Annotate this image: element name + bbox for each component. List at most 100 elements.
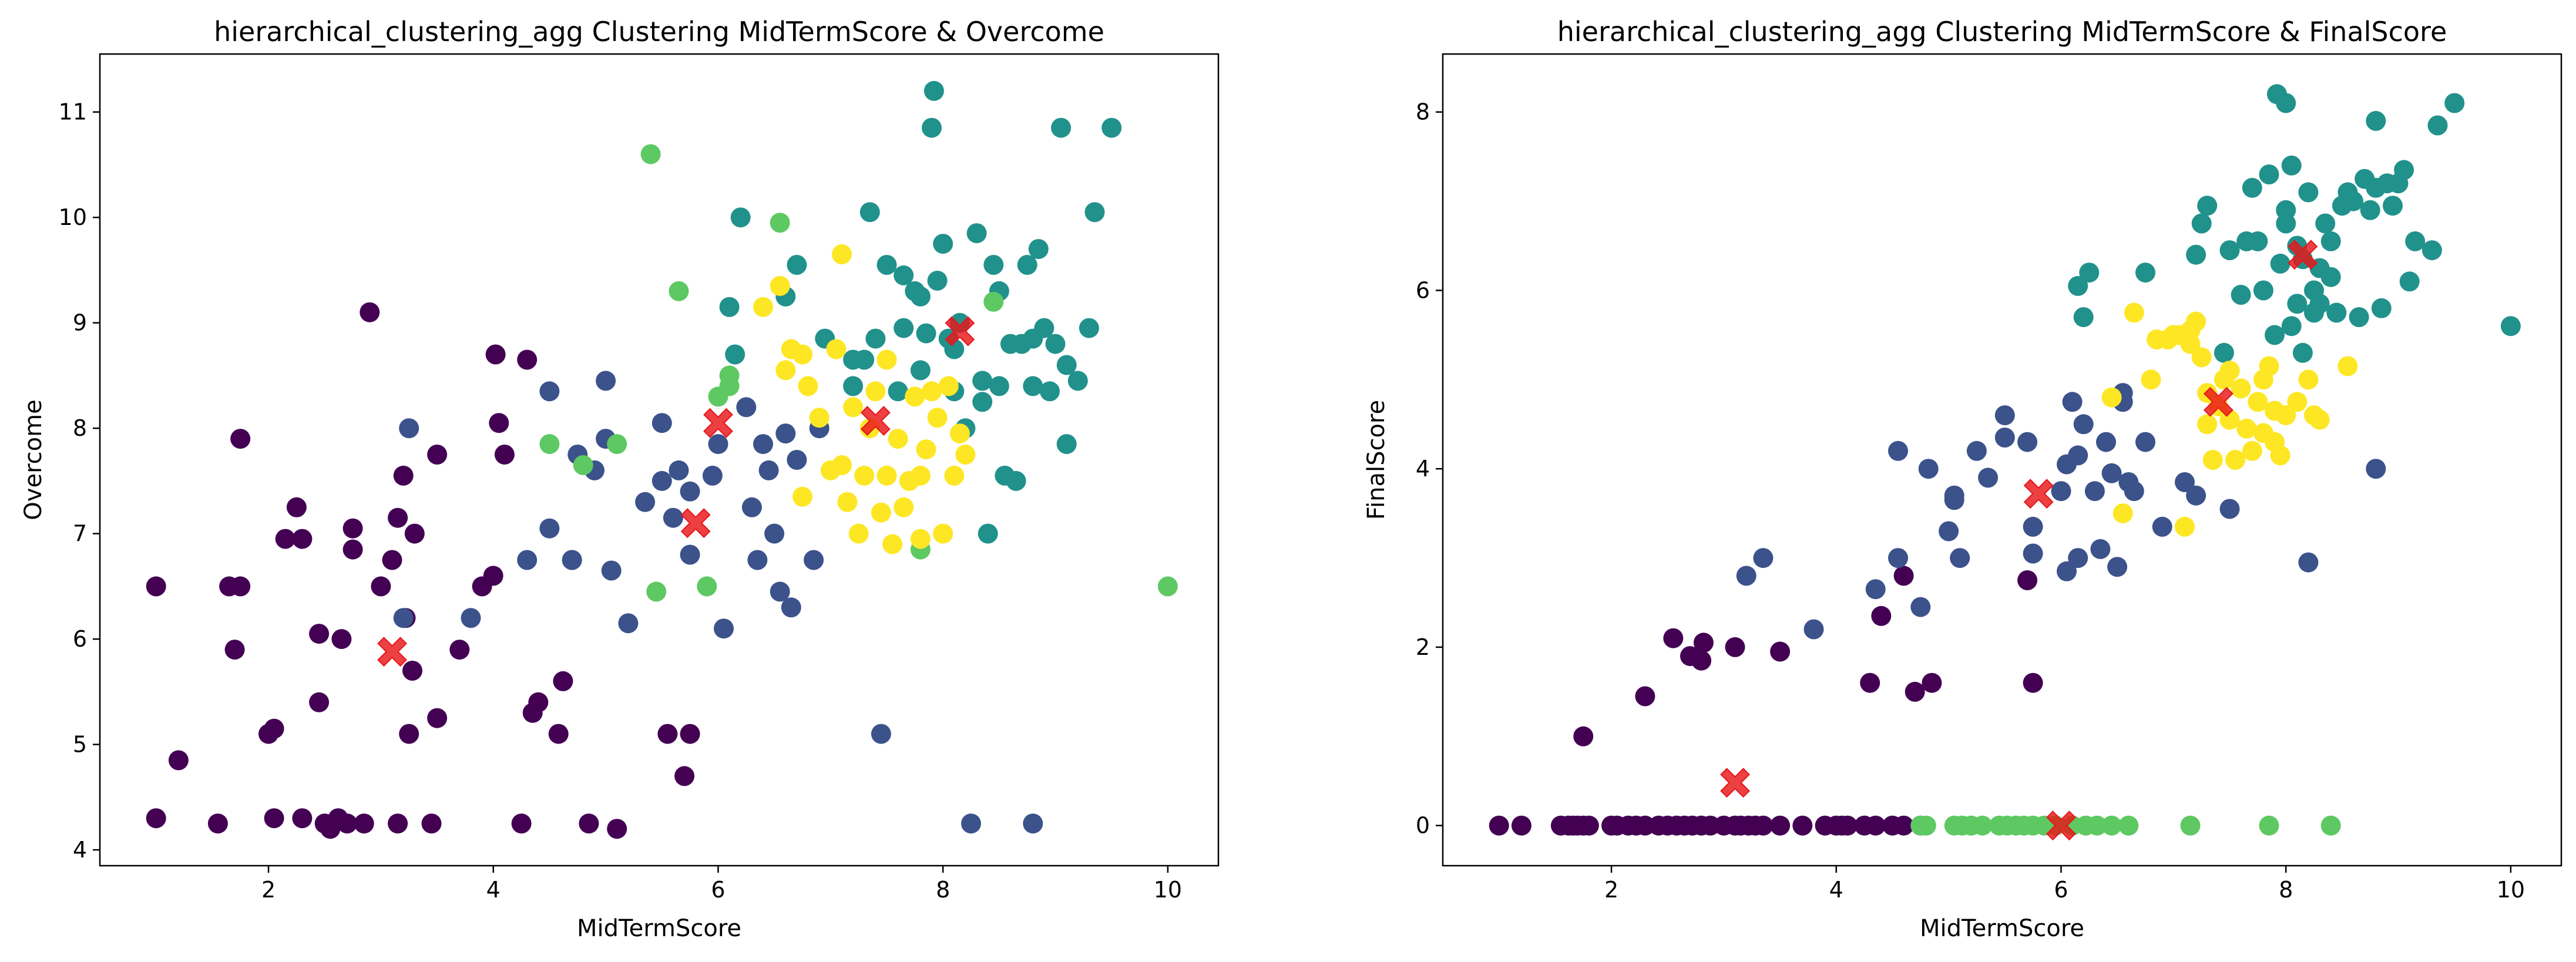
data-point [2051, 481, 2071, 502]
data-point [894, 318, 914, 338]
data-point [1511, 815, 1532, 836]
data-point [2236, 418, 2257, 439]
cluster-centers [1720, 240, 2318, 841]
data-point [264, 718, 284, 739]
data-point [2383, 196, 2403, 216]
data-point [461, 608, 481, 628]
data-point [2309, 409, 2330, 430]
data-point [371, 576, 391, 597]
data-point [539, 381, 560, 402]
data-point [798, 376, 818, 396]
y-tick-label: 2 [1416, 634, 1430, 660]
data-point [1972, 815, 1993, 836]
data-point [2175, 516, 2195, 537]
data-point [876, 465, 897, 486]
data-point [2112, 503, 2133, 524]
data-point [2197, 414, 2218, 435]
data-point [910, 360, 931, 381]
chart-panel-1: hierarchical_clustering_agg Clustering M… [20, 16, 1220, 942]
data-point [719, 376, 740, 396]
data-point [787, 450, 807, 470]
data-point [2287, 392, 2308, 412]
x-tick-label: 4 [486, 877, 501, 903]
x-axis-label: MidTermScore [1920, 915, 2084, 942]
data-point [1770, 641, 1791, 662]
data-point [1888, 548, 1908, 569]
data-point [230, 576, 251, 597]
data-point [635, 492, 656, 512]
data-point [1023, 376, 1043, 396]
data-point [292, 529, 313, 549]
data-point [2248, 392, 2268, 412]
data-point [1691, 650, 1712, 671]
y-tick-label: 11 [59, 99, 87, 125]
data-point [832, 244, 852, 264]
data-point [792, 486, 812, 507]
data-point [927, 408, 948, 428]
data-point [2225, 450, 2246, 470]
data-point [758, 460, 779, 480]
data-point [2101, 815, 2122, 836]
data-point [702, 465, 723, 486]
data-point [528, 692, 549, 712]
data-point [2214, 342, 2234, 363]
data-point [894, 265, 914, 285]
data-point [1803, 619, 1824, 640]
data-point [640, 144, 661, 164]
data-point [601, 560, 622, 581]
data-point [966, 223, 987, 244]
cluster-center-marker [377, 637, 407, 667]
data-point [2265, 325, 2285, 345]
data-point [1023, 813, 1043, 834]
data-point [399, 418, 419, 439]
data-point [146, 576, 166, 597]
data-point [871, 724, 891, 744]
data-point [1663, 628, 1684, 648]
data-point [2360, 200, 2380, 220]
data-point [360, 302, 380, 322]
data-point [663, 507, 683, 528]
data-point [2242, 440, 2262, 461]
data-point [2079, 263, 2100, 283]
data-point [837, 492, 858, 512]
data-point [230, 429, 251, 449]
y-tick-label: 8 [1416, 99, 1430, 125]
data-point [1792, 815, 1813, 836]
data-point [1939, 521, 1959, 541]
data-point [865, 381, 886, 402]
data-point [2219, 499, 2240, 519]
data-point [927, 270, 948, 291]
data-point [2421, 240, 2442, 261]
data-point [888, 381, 908, 402]
data-point [1888, 440, 1908, 461]
data-point [1978, 467, 1999, 488]
cluster-center-marker [2288, 240, 2318, 270]
data-point [741, 497, 762, 517]
data-point [843, 376, 864, 396]
data-point [2191, 213, 2212, 234]
data-point [2101, 463, 2122, 483]
data-point [2219, 240, 2240, 261]
data-point [264, 808, 284, 829]
data-point [2135, 263, 2155, 283]
data-point [573, 455, 593, 475]
data-point [2057, 561, 2077, 581]
data-point [674, 766, 695, 786]
data-point [787, 255, 807, 275]
y-tick-label: 0 [1416, 813, 1430, 839]
data-point [1865, 815, 1886, 836]
data-point [1101, 117, 1122, 138]
data-point [342, 539, 363, 560]
data-point [2124, 481, 2144, 502]
data-point [2017, 570, 2038, 590]
data-point [736, 397, 757, 418]
data-point [753, 297, 773, 317]
data-point [922, 381, 942, 402]
data-point [2298, 369, 2319, 390]
data-point [2270, 253, 2290, 274]
data-point [859, 202, 880, 223]
data-point [2023, 672, 2043, 693]
data-point [2242, 177, 2262, 198]
data-point [2118, 815, 2139, 836]
data-point [275, 529, 295, 549]
